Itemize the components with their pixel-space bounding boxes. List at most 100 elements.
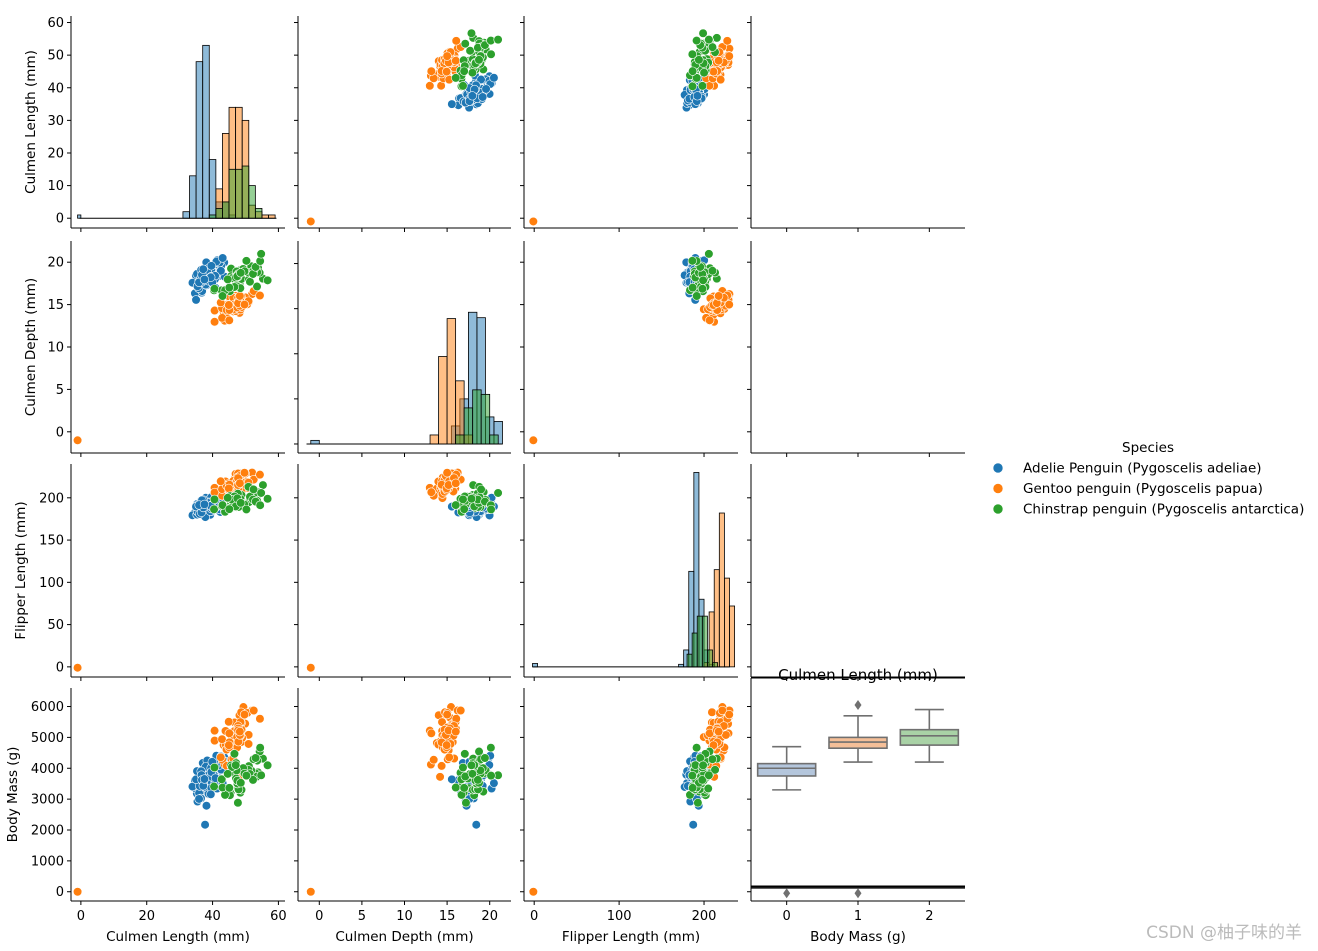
scatter-point-chinstrap: [458, 762, 468, 773]
scatter-point-gentoo: [255, 714, 265, 724]
outlier-point: [72, 435, 83, 445]
outlier-point: [72, 663, 83, 673]
box-iqr: [756, 762, 817, 777]
hist-bar-chinstrap: [480, 393, 491, 445]
scatter-point-chinstrap: [486, 743, 496, 753]
scatter-point-chinstrap: [460, 749, 470, 759]
hist-bar-gentoo: [713, 569, 720, 668]
scatter-point-adelie: [478, 92, 488, 102]
scatter-point-adelie: [447, 774, 457, 784]
hist-bar-chinstrap: [215, 208, 223, 219]
y-axis-label: Culmen Depth (mm): [23, 278, 39, 416]
hist-bar-chinstrap: [222, 201, 230, 219]
panels-layer: 0510152005010015020001000200030004000500…: [31, 16, 965, 924]
scatter-point-adelie: [692, 91, 703, 101]
scatter-point-gentoo: [714, 291, 724, 301]
scatter-point-gentoo: [216, 752, 226, 762]
scatter-point-chinstrap: [699, 68, 709, 78]
scatter-point-gentoo: [224, 300, 234, 310]
scatter-point-gentoo: [714, 56, 724, 66]
scatter-point-chinstrap: [241, 504, 252, 515]
scatter-point-gentoo: [235, 478, 245, 488]
scatter-point-chinstrap: [486, 49, 496, 59]
scatter-point-chinstrap: [703, 783, 713, 794]
scatter-point-gentoo: [722, 36, 732, 46]
scatter-point-chinstrap: [224, 283, 234, 293]
scatter-point-gentoo: [224, 717, 234, 727]
y-tick-label: 6000: [31, 700, 64, 715]
scatter-point-chinstrap: [704, 770, 714, 780]
hist-bar-gentoo: [724, 577, 730, 668]
scatter-point-chinstrap: [692, 743, 702, 753]
scatter-point-gentoo: [210, 736, 220, 746]
scatter-point-chinstrap: [451, 500, 461, 510]
scatter-point-gentoo: [442, 709, 452, 720]
y-tick-label: 60: [47, 16, 64, 31]
scatter-point-chinstrap: [687, 49, 697, 59]
scatter-point-chinstrap: [688, 66, 698, 76]
y-tick-label: 0: [56, 425, 64, 440]
scatter-point-adelie: [467, 91, 477, 101]
scatter-point-gentoo: [209, 317, 220, 327]
scatter-point-chinstrap: [707, 754, 718, 764]
legend-marker-adelie: [992, 462, 1004, 474]
scatter-point-adelie: [199, 499, 210, 509]
outlier-point: [306, 887, 316, 897]
scatter-point-gentoo: [239, 468, 250, 478]
scatter-point-adelie: [471, 820, 481, 830]
scatter-point-gentoo: [235, 727, 245, 737]
outlier-point: [528, 435, 538, 445]
scatter-point-gentoo: [451, 36, 461, 46]
y-tick-label: 200: [39, 491, 64, 506]
scatter-point-chinstrap: [451, 782, 461, 793]
scatter-point-gentoo: [224, 740, 234, 750]
scatter-point-adelie: [201, 801, 212, 811]
hist-bar-adelie: [310, 439, 320, 445]
histogram-panel-0: 0 10 20 30 40 50 60: [47, 16, 285, 232]
scatter-point-chinstrap: [697, 284, 708, 294]
scatter-point-chinstrap: [707, 266, 718, 276]
scatter-panel-1-2: [520, 241, 738, 457]
x-tick-label: 2: [925, 909, 933, 924]
scatter-point-chinstrap: [698, 28, 708, 38]
scatter-point-chinstrap: [255, 500, 265, 510]
legend-label: Chinstrap penguin (Pygoscelis antarctica…: [1023, 502, 1304, 518]
scatter-point-gentoo: [442, 468, 452, 478]
scatter-point-chinstrap: [688, 783, 698, 793]
hist-bar-chinstrap: [254, 208, 263, 219]
scatter-point-gentoo: [442, 740, 452, 750]
scatter-point-chinstrap: [262, 275, 273, 285]
scatter-point-gentoo: [724, 299, 734, 310]
boxplot-title: Culmen Length (mm): [778, 666, 938, 684]
outlier-point: [528, 216, 538, 227]
x-axis-label: Culmen Depth (mm): [335, 929, 473, 945]
scatter-point-adelie: [216, 266, 226, 276]
watermark: CSDN @柚子味的羊: [1146, 923, 1302, 943]
hist-bar-gentoo: [429, 434, 439, 445]
scatter-point-chinstrap: [209, 781, 219, 792]
scatter-point-adelie: [481, 84, 491, 94]
scatter-point-chinstrap: [224, 783, 234, 793]
hist-bar-adelie: [182, 211, 190, 219]
y-tick-label: 5: [56, 383, 64, 398]
scatter-point-chinstrap: [692, 291, 702, 301]
scatter-point-adelie: [218, 253, 228, 263]
x-tick-label: 0: [77, 909, 85, 924]
scatter-point-chinstrap: [458, 494, 468, 504]
scatter-point-chinstrap: [262, 494, 273, 504]
scatter-point-gentoo: [724, 51, 734, 61]
scatter-panel-2-1: [294, 464, 511, 681]
x-axis-label: Flipper Length (mm): [562, 929, 700, 945]
scatter-point-chinstrap: [236, 778, 246, 788]
scatter-point-gentoo: [224, 483, 234, 493]
hist-bar-chinstrap: [696, 615, 703, 668]
hist-bar-chinstrap: [455, 434, 465, 445]
hist-bar-chinstrap: [712, 662, 719, 668]
empty-panel-1: [747, 241, 965, 457]
boxplot-box-0: [756, 745, 817, 899]
scatter-point-gentoo: [239, 709, 250, 720]
scatter-point-chinstrap: [697, 81, 708, 91]
x-tick-label: 60: [270, 909, 287, 924]
scatter-point-gentoo: [426, 487, 436, 497]
